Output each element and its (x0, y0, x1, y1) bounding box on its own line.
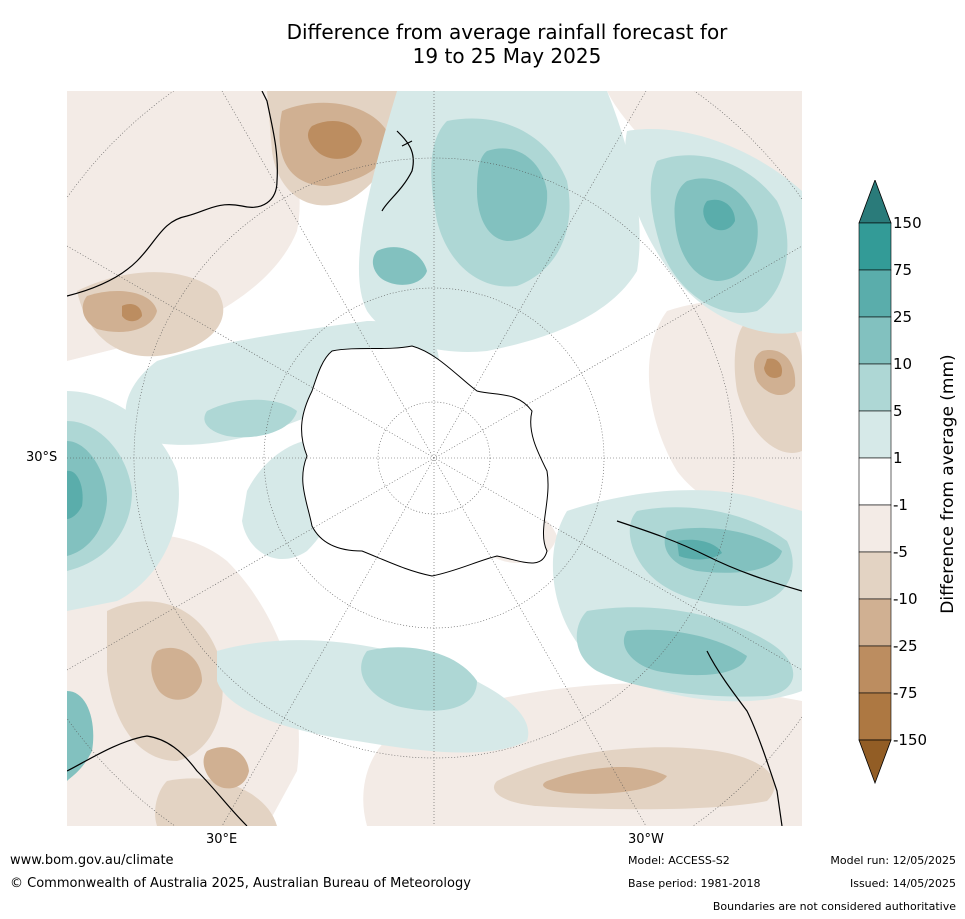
colorbar-tick-label: 150 (893, 214, 922, 232)
footer-copyright: © Commonwealth of Australia 2025, Austra… (10, 876, 471, 891)
longitude-label-30w: 30°W (628, 832, 664, 847)
colorbar-tick-label: -150 (893, 731, 928, 749)
antarctica-outline (301, 345, 549, 577)
colorbar-tick-label: -5 (893, 543, 908, 561)
colorbar-extend-high (858, 178, 892, 224)
colorbar-band (858, 598, 892, 647)
colorbar-band (858, 363, 892, 412)
footer-model: Model: ACCESS-S2 (628, 854, 730, 867)
dry-anomaly-peak (122, 121, 783, 379)
footer-issued: Issued: 14/05/2025 (849, 877, 956, 890)
footer-website[interactable]: www.bom.gov.au/climate (10, 853, 174, 868)
colorbar-band (858, 410, 892, 459)
footer-model-run: Model run: 12/05/2025 (830, 854, 956, 867)
colorbar-band (858, 551, 892, 600)
title-line-1: Difference from average rainfall forecas… (286, 20, 728, 44)
colorbar-graphic (858, 178, 892, 785)
rainfall-difference-map (67, 91, 802, 826)
colorbar-tick-label: -10 (893, 590, 918, 608)
wet-anomaly-strong (67, 148, 782, 781)
colorbar-band (858, 692, 892, 741)
footer-disclaimer: Boundaries are not considered authoritat… (712, 900, 956, 913)
new-zealand-coastline (381, 130, 414, 212)
map-canvas (67, 91, 802, 826)
map-title: Difference from average rainfall forecas… (180, 20, 834, 68)
colorbar-tick-label: 75 (893, 261, 913, 279)
graticule (67, 91, 802, 826)
colorbar-tick-label: -1 (893, 496, 908, 514)
colorbar-tick-label: 25 (893, 308, 913, 326)
colorbar-band (858, 457, 892, 506)
africa-coastline (67, 735, 248, 826)
colorbar-band (858, 504, 892, 553)
colorbar-tick-label: -75 (893, 684, 918, 702)
colorbar-band (858, 222, 892, 271)
colorbar-tick-label: 10 (893, 355, 913, 373)
title-line-2: 19 to 25 May 2025 (412, 44, 602, 68)
colorbar (855, 178, 965, 785)
wet-anomaly-peak (67, 199, 735, 560)
colorbar-band (858, 316, 892, 365)
colorbar-band (858, 269, 892, 318)
colorbar-tick-label: -25 (893, 637, 918, 655)
latitude-label-30s: 30°S (26, 450, 58, 465)
longitude-label-30e: 30°E (206, 832, 238, 847)
colorbar-tick-label: 5 (893, 402, 903, 420)
australia-coastline (67, 91, 278, 297)
colorbar-band (858, 645, 892, 694)
footer-base-period: Base period: 1981-2018 (628, 877, 761, 890)
colorbar-axis-label: Difference from average (mm) (938, 354, 958, 614)
south-america-coastline (616, 520, 802, 826)
colorbar-extend-low (858, 739, 892, 785)
colorbar-tick-label: 1 (893, 449, 903, 467)
